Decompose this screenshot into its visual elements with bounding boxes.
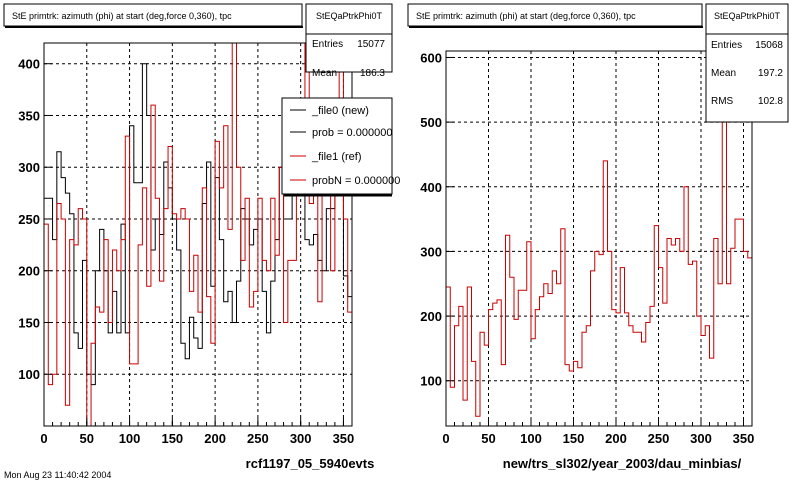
y-tick-label: 200 bbox=[420, 309, 442, 324]
y-tick-label: 500 bbox=[420, 115, 442, 130]
legend: _file0 (new) prob = 0.000000 _file1 (ref) p… bbox=[281, 97, 400, 197]
legend-label: prob = 0.000000 bbox=[312, 127, 392, 139]
x-tick-label: 250 bbox=[648, 431, 670, 446]
x-tick-label: 50 bbox=[80, 431, 94, 446]
y-tick-label: 150 bbox=[18, 315, 40, 330]
x-tick-label: 200 bbox=[204, 431, 226, 446]
stats-value: 186.3 bbox=[360, 68, 385, 79]
stats-label: RMS bbox=[711, 96, 734, 107]
x-tick-label: 100 bbox=[119, 431, 141, 446]
x-axis-title: rcf1197_05_5940evts bbox=[246, 456, 375, 471]
x-tick-label: 250 bbox=[247, 431, 269, 446]
y-tick-label: 400 bbox=[18, 57, 40, 72]
stats-box-frame bbox=[705, 3, 789, 123]
x-tick-label: 150 bbox=[563, 431, 585, 446]
x-tick-label: 100 bbox=[520, 431, 542, 446]
y-tick-label: 300 bbox=[18, 160, 40, 175]
stats-box: StEQaPtrkPhi0T Entries 15068 Mean 197.2 RMS 10… bbox=[705, 3, 789, 123]
y-tick-label: 200 bbox=[18, 264, 40, 279]
stats-label: Mean bbox=[312, 68, 337, 79]
legend-label: probN = 0.000000 bbox=[312, 175, 400, 187]
stats-value: 15077 bbox=[357, 39, 385, 50]
x-tick-label: 150 bbox=[161, 431, 183, 446]
x-tick-label: 50 bbox=[481, 431, 495, 446]
legend-label: _file1 (ref) bbox=[311, 151, 362, 163]
y-tick-label: 400 bbox=[420, 180, 442, 195]
x-tick-label: 350 bbox=[333, 431, 355, 446]
stats-value: 15068 bbox=[755, 40, 783, 51]
panel-2: 0 50 100 150 200 250 300 350 100 200 300 400 500 600 S… bbox=[407, 3, 789, 471]
y-tick-label: 600 bbox=[420, 50, 442, 65]
stats-box-frame bbox=[305, 3, 393, 73]
y-tick-label: 100 bbox=[18, 367, 40, 382]
chart-title: StE primtrk: azimuth (phi) at start (deg… bbox=[12, 11, 232, 21]
x-tick-label: 350 bbox=[733, 431, 755, 446]
stats-label: Mean bbox=[711, 68, 736, 79]
stats-value: 197.2 bbox=[758, 68, 783, 79]
series-1 bbox=[446, 69, 752, 417]
y-tick-label: 100 bbox=[420, 374, 442, 389]
stats-box: StEQaPtrkPhi0T Entries 15077 Mean 186.3 bbox=[305, 3, 393, 79]
x-tick-label: 200 bbox=[605, 431, 627, 446]
x-tick-label: 300 bbox=[690, 431, 712, 446]
chart-title: StE primtrk: azimuth (phi) at start (deg… bbox=[416, 11, 636, 21]
stats-value: 102.8 bbox=[758, 96, 783, 107]
x-tick-label: 0 bbox=[40, 431, 47, 446]
footer-timestamp: Mon Aug 23 11:40:42 2004 bbox=[4, 470, 111, 480]
y-tick-label: 250 bbox=[18, 212, 40, 227]
stats-name: StEQaPtrkPhi0T bbox=[316, 11, 383, 21]
x-axis-title: new/trs_sl302/year_2003/dau_minbias/ bbox=[503, 456, 742, 471]
x-tick-label: 0 bbox=[442, 431, 449, 446]
x-tick-label: 300 bbox=[290, 431, 312, 446]
y-tick-label: 300 bbox=[420, 244, 442, 259]
y-tick-label: 350 bbox=[18, 108, 40, 123]
legend-label: _file0 (new) bbox=[311, 105, 369, 117]
panel-1: 0 50 100 150 200 250 300 350 100 150 200 250 300 350 4… bbox=[3, 3, 400, 471]
stats-label: Entries bbox=[312, 39, 343, 50]
stats-name: StEQaPtrkPhi0T bbox=[714, 11, 781, 21]
legend-frame bbox=[281, 97, 393, 195]
series-line bbox=[446, 69, 752, 417]
stats-label: Entries bbox=[711, 40, 742, 51]
